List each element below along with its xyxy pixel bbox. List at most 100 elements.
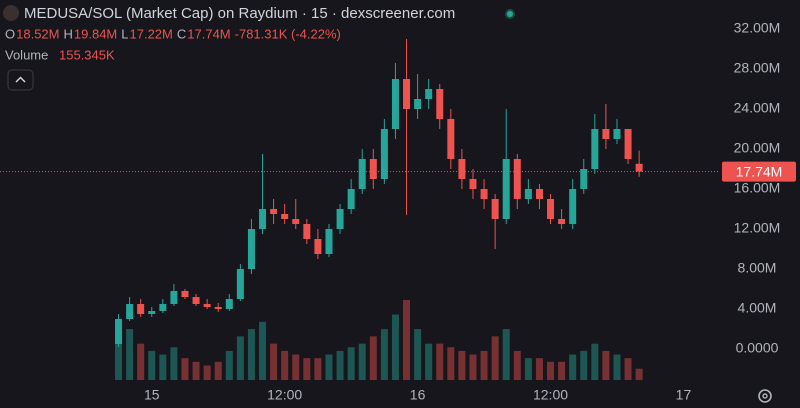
ohlc-value: 19.84M	[74, 26, 117, 41]
change-value: -781.31K (-4.22%)	[235, 26, 341, 41]
volume-bar	[303, 358, 311, 380]
y-tick-label: 24.00M	[734, 100, 781, 116]
candle-body	[126, 304, 134, 319]
volume-bar	[225, 350, 233, 380]
candle-body	[148, 311, 156, 314]
candle-body	[181, 291, 189, 297]
candle-body	[535, 189, 543, 199]
volume-bar	[524, 358, 532, 380]
candle-body	[380, 129, 388, 179]
candle-body	[159, 304, 167, 311]
candle-body	[513, 159, 521, 199]
x-tick-label: 12:00	[533, 387, 568, 403]
candle-body	[502, 159, 510, 219]
volume-value: 155.345K	[59, 47, 115, 62]
volume-label: Volume	[5, 47, 48, 62]
volume-bar	[380, 329, 388, 380]
candle-body	[347, 189, 355, 209]
ohlc-legend: O 18.52M H 19.84M L 17.22M C 17.74M -781.31K (-4…	[5, 26, 341, 41]
ohlc-value: 18.52M	[16, 26, 59, 41]
candle-body	[414, 99, 422, 109]
candle-body	[425, 89, 433, 99]
candle-body	[281, 214, 289, 219]
candle-body	[491, 199, 499, 219]
candle-body	[580, 169, 588, 189]
candle-body	[403, 79, 411, 109]
volume-bar	[447, 347, 455, 380]
volume-bar	[336, 350, 344, 380]
y-tick-label: 16.00M	[734, 180, 781, 196]
collapse-icon	[15, 76, 26, 83]
candle-body	[137, 304, 145, 314]
x-tick-label: 12:00	[267, 387, 302, 403]
candle-body	[524, 189, 532, 199]
volume-bar	[148, 350, 156, 380]
x-tick-label: 17	[676, 387, 692, 403]
candle-body	[469, 179, 477, 189]
volume-bar	[602, 350, 610, 380]
last-price-tag	[722, 161, 796, 182]
volume-bar	[558, 361, 566, 380]
volume-bar	[369, 336, 377, 380]
candle-body	[436, 89, 444, 119]
volume-bar	[569, 354, 577, 380]
volume-bar	[591, 343, 599, 380]
volume-bar	[491, 336, 499, 380]
x-tick-label: 16	[410, 387, 426, 403]
volume-bar	[414, 329, 422, 380]
volume-bar	[391, 314, 399, 380]
volume-bar	[281, 350, 289, 380]
ohlc-key: L	[121, 26, 128, 41]
candle-body	[192, 297, 200, 304]
volume-bar	[137, 343, 145, 380]
volume-bar	[325, 354, 333, 380]
collapse-button[interactable]	[7, 69, 34, 91]
candle-body	[270, 209, 278, 214]
volume-bar	[535, 358, 543, 380]
volume-bar	[192, 361, 200, 380]
volume-bar	[613, 354, 621, 380]
volume-bar	[469, 354, 477, 380]
candle-body	[225, 299, 233, 309]
y-tick-label: 28.00M	[734, 60, 781, 76]
candle-body	[203, 304, 211, 307]
candle-body	[314, 239, 322, 254]
volume-bar	[403, 300, 411, 380]
candle-body	[569, 189, 577, 224]
candle-body	[558, 219, 566, 224]
ohlc-value: 17.74M	[187, 26, 230, 41]
volume-bar	[126, 329, 134, 380]
volume-bar	[314, 358, 322, 380]
ohlc-value: 17.22M	[130, 26, 173, 41]
last-price-label: 17.74M	[736, 163, 783, 179]
candle-body	[458, 159, 466, 179]
candle-body	[635, 163, 643, 172]
volume-bar	[170, 347, 178, 380]
candle-body	[591, 129, 599, 169]
volume-bar	[513, 350, 521, 380]
y-tick-label: 4.00M	[738, 300, 777, 316]
volume-bar	[347, 347, 355, 380]
candle-body	[292, 219, 300, 224]
settings-button[interactable]	[758, 389, 772, 403]
volume-bar	[214, 361, 222, 380]
volume-bar	[159, 354, 167, 380]
volume-bar	[181, 358, 189, 380]
candle-body	[547, 199, 555, 219]
volume-bar	[425, 343, 433, 380]
volume-bar	[270, 343, 278, 380]
ohlc-key: O	[5, 26, 15, 41]
y-tick-label: 32.00M	[734, 20, 781, 36]
ohlc-key: C	[177, 26, 186, 41]
candle-body	[613, 129, 621, 139]
y-tick-label: 20.00M	[734, 140, 781, 156]
volume-bar	[580, 350, 588, 380]
y-tick-label: 8.00M	[738, 260, 777, 276]
candle-body	[259, 209, 267, 229]
volume-bar	[624, 358, 632, 380]
volume-bar	[458, 350, 466, 380]
chart-title: MEDUSA/SOL (Market Cap) on Raydium · 15 …	[24, 5, 455, 22]
status-dot	[507, 11, 513, 17]
